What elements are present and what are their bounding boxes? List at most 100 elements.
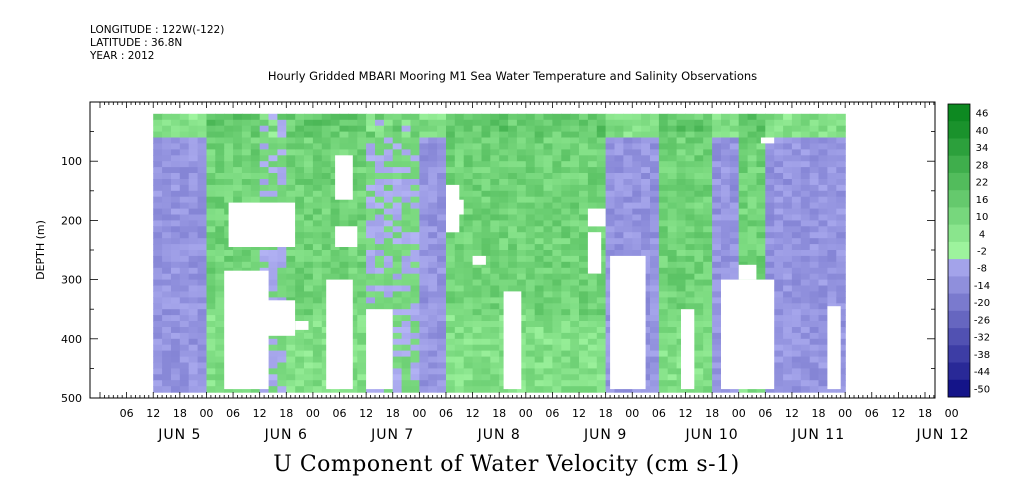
heatmap-cell: [401, 226, 412, 233]
heatmap-cell: [579, 255, 589, 263]
heatmap-cell: [428, 273, 438, 281]
colorbar-swatch: [948, 190, 970, 208]
heatmap-cell: [508, 285, 518, 292]
heatmap-cell: [570, 214, 580, 221]
heatmap-cell: [765, 196, 775, 204]
heatmap-cell: [765, 267, 775, 275]
heatmap-cell: [188, 161, 199, 168]
heatmap-cell: [525, 250, 536, 257]
heatmap-cell: [712, 386, 722, 393]
heatmap-cell: [472, 125, 483, 133]
heatmap-cell: [747, 113, 758, 121]
heatmap-cell: [268, 368, 278, 375]
heatmap-cell: [375, 261, 385, 269]
heatmap-cell: [836, 273, 846, 281]
heatmap-cell: [729, 267, 740, 275]
heatmap-cell: [428, 196, 438, 204]
heatmap-cell: [658, 297, 669, 304]
heatmap-cell: [321, 184, 332, 192]
heatmap-cell: [463, 161, 474, 168]
heatmap-cell: [330, 255, 341, 263]
heatmap-cell: [667, 149, 678, 156]
heatmap-cell: [277, 149, 287, 156]
heatmap-cell: [818, 380, 828, 387]
heatmap-cell: [685, 149, 695, 156]
heatmap-cell: [587, 279, 598, 287]
heatmap-cell: [410, 161, 420, 168]
heatmap-cell: [153, 386, 163, 393]
heatmap-cell: [304, 356, 314, 364]
heatmap-cell: [490, 173, 500, 180]
heatmap-cell: [579, 386, 589, 393]
heatmap-cell: [197, 250, 208, 257]
heatmap-cell: [561, 196, 571, 204]
heatmap-cell: [561, 374, 571, 381]
heatmap-cell: [304, 386, 314, 393]
heatmap-cell: [348, 190, 358, 198]
heatmap-cell: [641, 327, 651, 334]
heatmap-cell: [463, 208, 474, 216]
heatmap-cell: [321, 119, 332, 127]
heatmap-cell: [410, 131, 420, 139]
heatmap-cell: [685, 220, 695, 227]
heatmap-cell: [162, 208, 172, 216]
heatmap-cell: [747, 202, 758, 210]
heatmap-cell: [579, 309, 589, 316]
heatmap-cell: [162, 190, 172, 198]
heatmap-cell: [153, 380, 163, 387]
heatmap-cell: [658, 125, 669, 133]
heatmap-cell: [321, 267, 332, 275]
heatmap-cell: [179, 190, 190, 198]
heatmap-cell: [827, 196, 837, 204]
colorbar-label: 4: [979, 229, 985, 240]
heatmap-cell: [171, 332, 181, 340]
heatmap-cell: [721, 202, 731, 210]
heatmap-cell: [312, 226, 323, 233]
heatmap-cell: [818, 250, 828, 257]
heatmap-cell: [259, 250, 270, 257]
heatmap-cell: [171, 208, 181, 216]
heatmap-cell: [614, 184, 624, 192]
heatmap-cell: [676, 386, 687, 393]
heatmap-cell: [552, 291, 562, 298]
heatmap-cell: [712, 232, 722, 239]
heatmap-cell: [756, 119, 766, 127]
heatmap-cell: [587, 386, 598, 393]
heatmap-cell: [791, 291, 802, 298]
heatmap-cell: [525, 184, 536, 192]
heatmap-cell: [410, 321, 420, 328]
heatmap-cell: [712, 344, 722, 352]
heatmap-cell: [171, 297, 181, 304]
heatmap-cell: [171, 327, 181, 334]
colorbar-swatch: [948, 138, 970, 157]
heatmap-cell: [197, 119, 208, 127]
heatmap-cell: [392, 291, 403, 298]
heatmap-cell: [268, 161, 278, 168]
heatmap-cell: [321, 226, 332, 233]
heatmap-cell: [419, 184, 429, 192]
heatmap-cell: [596, 250, 607, 257]
heatmap-cell: [312, 273, 323, 281]
heatmap-cell: [410, 250, 420, 257]
heatmap-cell: [827, 214, 837, 221]
heatmap-cell: [206, 244, 216, 251]
heatmap-cell: [774, 309, 784, 316]
heatmap-cell: [543, 309, 553, 316]
heatmap-cell: [312, 232, 323, 239]
heatmap-cell: [641, 179, 651, 186]
heatmap-cell: [791, 125, 802, 133]
heatmap-cell: [712, 273, 722, 281]
heatmap-cell: [295, 315, 305, 322]
heatmap-cell: [791, 380, 802, 387]
heatmap-cell: [827, 161, 837, 168]
heatmap-cell: [632, 214, 642, 221]
heatmap-cell: [765, 238, 775, 245]
heatmap-cell: [605, 113, 616, 121]
heatmap-cell: [534, 238, 545, 245]
heatmap-cell: [224, 137, 234, 144]
heatmap-cell: [392, 267, 403, 275]
heatmap-cell: [472, 291, 483, 298]
heatmap-cell: [383, 267, 394, 275]
heatmap-cell: [295, 190, 305, 198]
heatmap-cell: [596, 350, 607, 358]
